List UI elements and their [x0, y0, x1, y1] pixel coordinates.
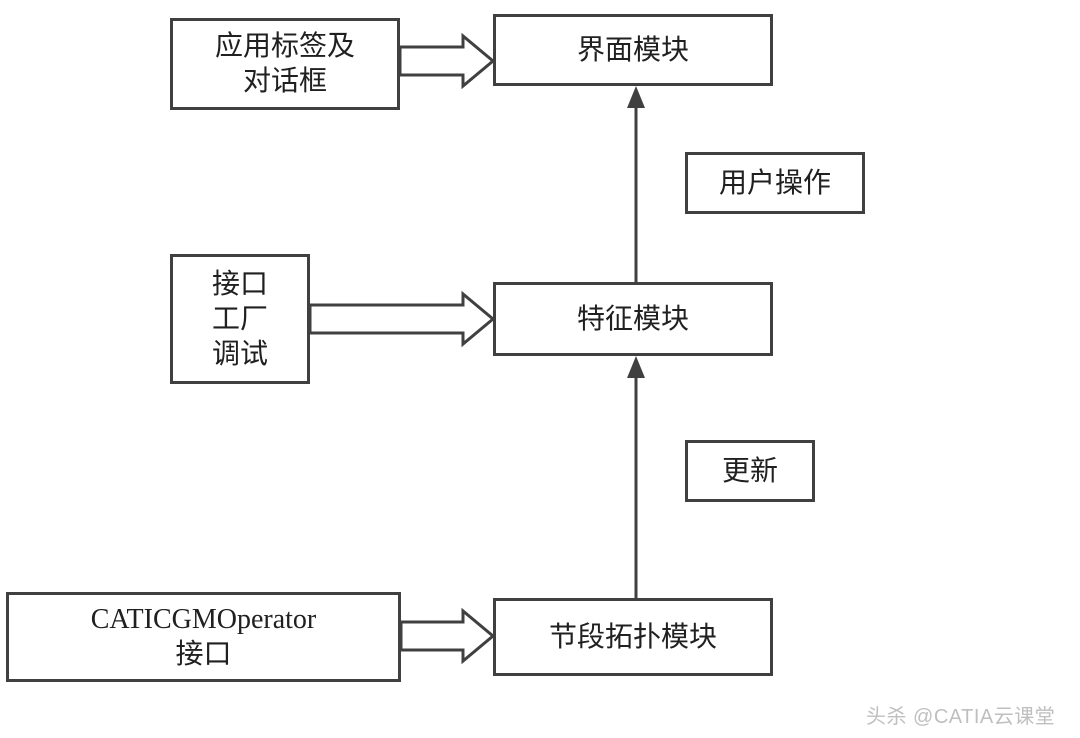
node-feat-module: 特征模块: [493, 282, 773, 356]
block-arrow: [401, 611, 493, 661]
block-arrow: [400, 36, 493, 86]
line-arrow-head: [627, 86, 645, 108]
node-user-op: 用户操作: [685, 152, 865, 214]
node-update: 更新: [685, 440, 815, 502]
line-arrow-head: [627, 356, 645, 378]
watermark-text: 头杀 @CATIA云课堂: [866, 700, 1055, 729]
node-topo-module: 节段拓扑模块: [493, 598, 773, 676]
block-arrow: [310, 294, 493, 344]
diagram-canvas: 应用标签及 对话框 界面模块 用户操作 接口 工厂 调试 特征模块 更新 CAT…: [0, 0, 1080, 738]
node-app-tags: 应用标签及 对话框: [170, 18, 400, 110]
node-ui-module: 界面模块: [493, 14, 773, 86]
node-iface-fact: 接口 工厂 调试: [170, 254, 310, 384]
node-catia-op: CATICGMOperator 接口: [6, 592, 401, 682]
